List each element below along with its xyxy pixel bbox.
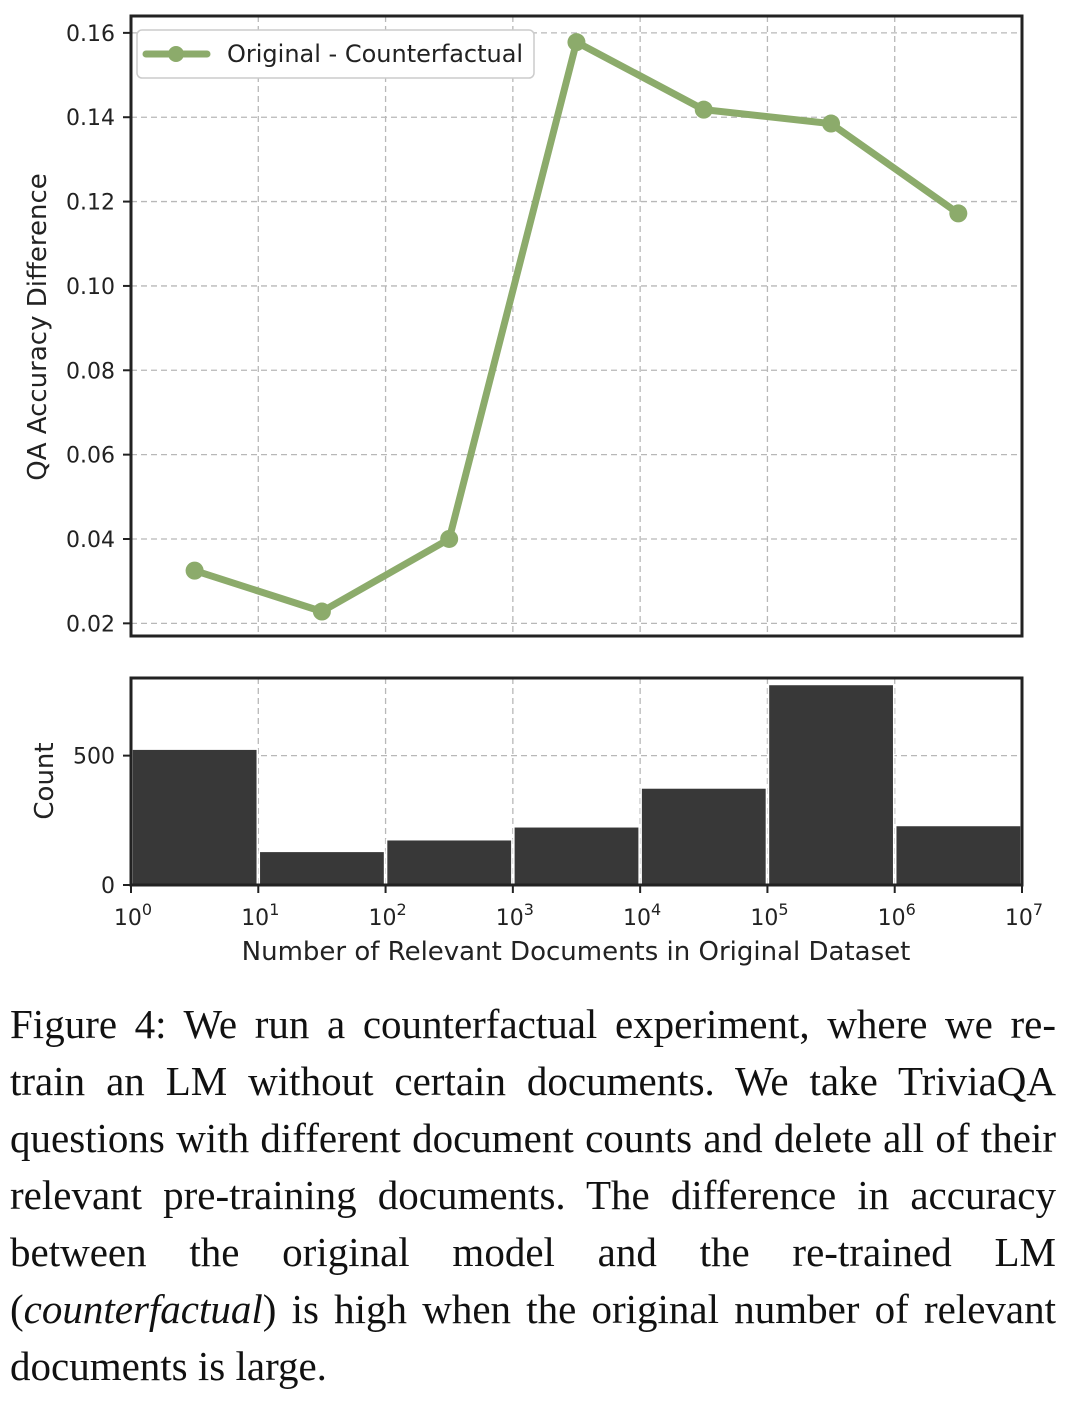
top-y-tick-label: 0.12 — [66, 191, 115, 216]
top-y-tick-label: 0.10 — [66, 275, 115, 300]
top-y-tick-label: 0.08 — [66, 359, 115, 384]
top-y-axis-label: QA Accuracy Difference — [23, 173, 53, 481]
bottom-y-ticks: 0 500 — [73, 745, 131, 899]
histogram-bar — [131, 748, 259, 886]
x-tick-label: 100 — [114, 900, 152, 931]
bottom-y-axis-label: Count — [30, 742, 60, 819]
histogram-bar — [513, 826, 640, 886]
x-axis-label: Number of Relevant Documents in Original… — [242, 937, 911, 967]
data-point — [694, 100, 713, 119]
legend-box — [136, 29, 535, 79]
histogram-bar — [767, 683, 895, 886]
caption-label: Figure 4: — [10, 1001, 167, 1047]
bottom-y-tick-label: 0 — [101, 874, 115, 899]
data-point — [312, 602, 331, 621]
x-tick-label: 103 — [496, 900, 534, 931]
line-chart: 0.02 0.04 0.06 0.08 0.10 0.12 0.14 0.16 QA Accu… — [23, 14, 1024, 638]
top-y-tick-label: 0.14 — [66, 106, 115, 131]
caption-text-part2: ) is high when the original number of re… — [10, 1286, 1056, 1389]
histogram-chart: 0 500 100 101 102 103 104 105 106 107 Count Numb… — [30, 676, 1043, 967]
line-series — [185, 33, 968, 621]
histogram-bar — [894, 824, 1022, 886]
x-tick-label: 105 — [750, 900, 788, 931]
x-tick-label: 106 — [878, 900, 916, 931]
top-y-ticks: 0.02 0.04 0.06 0.08 0.10 0.12 0.14 0.16 — [66, 22, 131, 637]
x-tick-label: 102 — [368, 900, 406, 931]
legend-label: Original - Counterfactual — [227, 40, 523, 68]
bottom-x-ticks: 100 101 102 103 104 105 106 107 — [114, 885, 1043, 931]
top-y-tick-label: 0.16 — [66, 22, 115, 47]
caption-text-part1: We run a counterfactual experiment, wher… — [10, 1001, 1057, 1332]
top-y-tick-label: 0.02 — [66, 612, 115, 637]
bottom-gridlines — [131, 678, 1022, 885]
figure-caption: Figure 4: We run a counterfactual experi… — [10, 996, 1056, 1395]
x-tick-label: 101 — [241, 900, 279, 931]
figure: 0.02 0.04 0.06 0.08 0.10 0.12 0.14 0.16 QA Accu… — [23, 14, 1043, 967]
data-point — [440, 529, 459, 548]
bottom-y-tick-label: 500 — [73, 745, 115, 770]
top-y-tick-label: 0.06 — [66, 444, 115, 469]
data-point — [185, 561, 204, 580]
histogram-bars — [131, 683, 1022, 886]
bottom-plot-frame — [129, 676, 1024, 887]
caption-emphasis: counterfactual — [23, 1286, 263, 1332]
top-plot-frame — [129, 14, 1024, 638]
data-point — [949, 204, 968, 223]
histogram-bar — [640, 787, 768, 886]
series-line — [191, 38, 962, 615]
legend: Original - Counterfactual — [136, 29, 535, 79]
top-y-tick-label: 0.04 — [66, 528, 115, 553]
data-point — [567, 33, 586, 52]
histogram-bar — [258, 850, 386, 886]
top-gridlines — [131, 16, 1022, 636]
data-point — [822, 114, 841, 133]
histogram-bar — [385, 838, 513, 886]
legend-marker-swatch — [168, 46, 184, 62]
x-tick-label: 104 — [623, 900, 661, 931]
x-tick-label: 107 — [1005, 900, 1043, 931]
